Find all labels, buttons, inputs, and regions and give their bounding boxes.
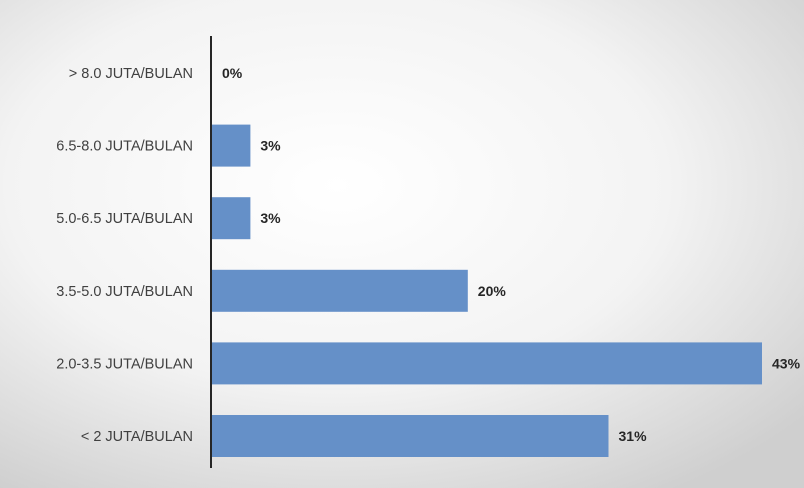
category-label-4: 2.0-3.5 JUTA/BULAN xyxy=(56,356,193,372)
bar-2 xyxy=(212,197,251,240)
data-label-5: 31% xyxy=(619,428,648,444)
category-label-5: < 2 JUTA/BULAN xyxy=(81,429,193,445)
data-label-1: 3% xyxy=(260,138,281,154)
category-label-3: 3.5-5.0 JUTA/BULAN xyxy=(56,284,193,300)
bar-5 xyxy=(212,415,609,457)
data-label-0: 0% xyxy=(222,65,243,81)
bar-3 xyxy=(212,269,468,312)
labels-layer: > 8.0 JUTA/BULAN 0% 6.5-8.0 JUTA/BULAN 3% 5.… xyxy=(56,65,800,445)
data-label-2: 3% xyxy=(260,210,281,226)
category-label-1: 6.5-8.0 JUTA/BULAN xyxy=(56,139,193,155)
category-label-0: > 8.0 JUTA/BULAN xyxy=(69,66,193,82)
bars-layer xyxy=(212,124,762,457)
data-label-4: 43% xyxy=(772,355,801,371)
bar-4 xyxy=(212,342,762,385)
category-label-2: 5.0-6.5 JUTA/BULAN xyxy=(56,211,193,227)
bar-1 xyxy=(212,124,251,167)
data-label-3: 20% xyxy=(478,283,507,299)
